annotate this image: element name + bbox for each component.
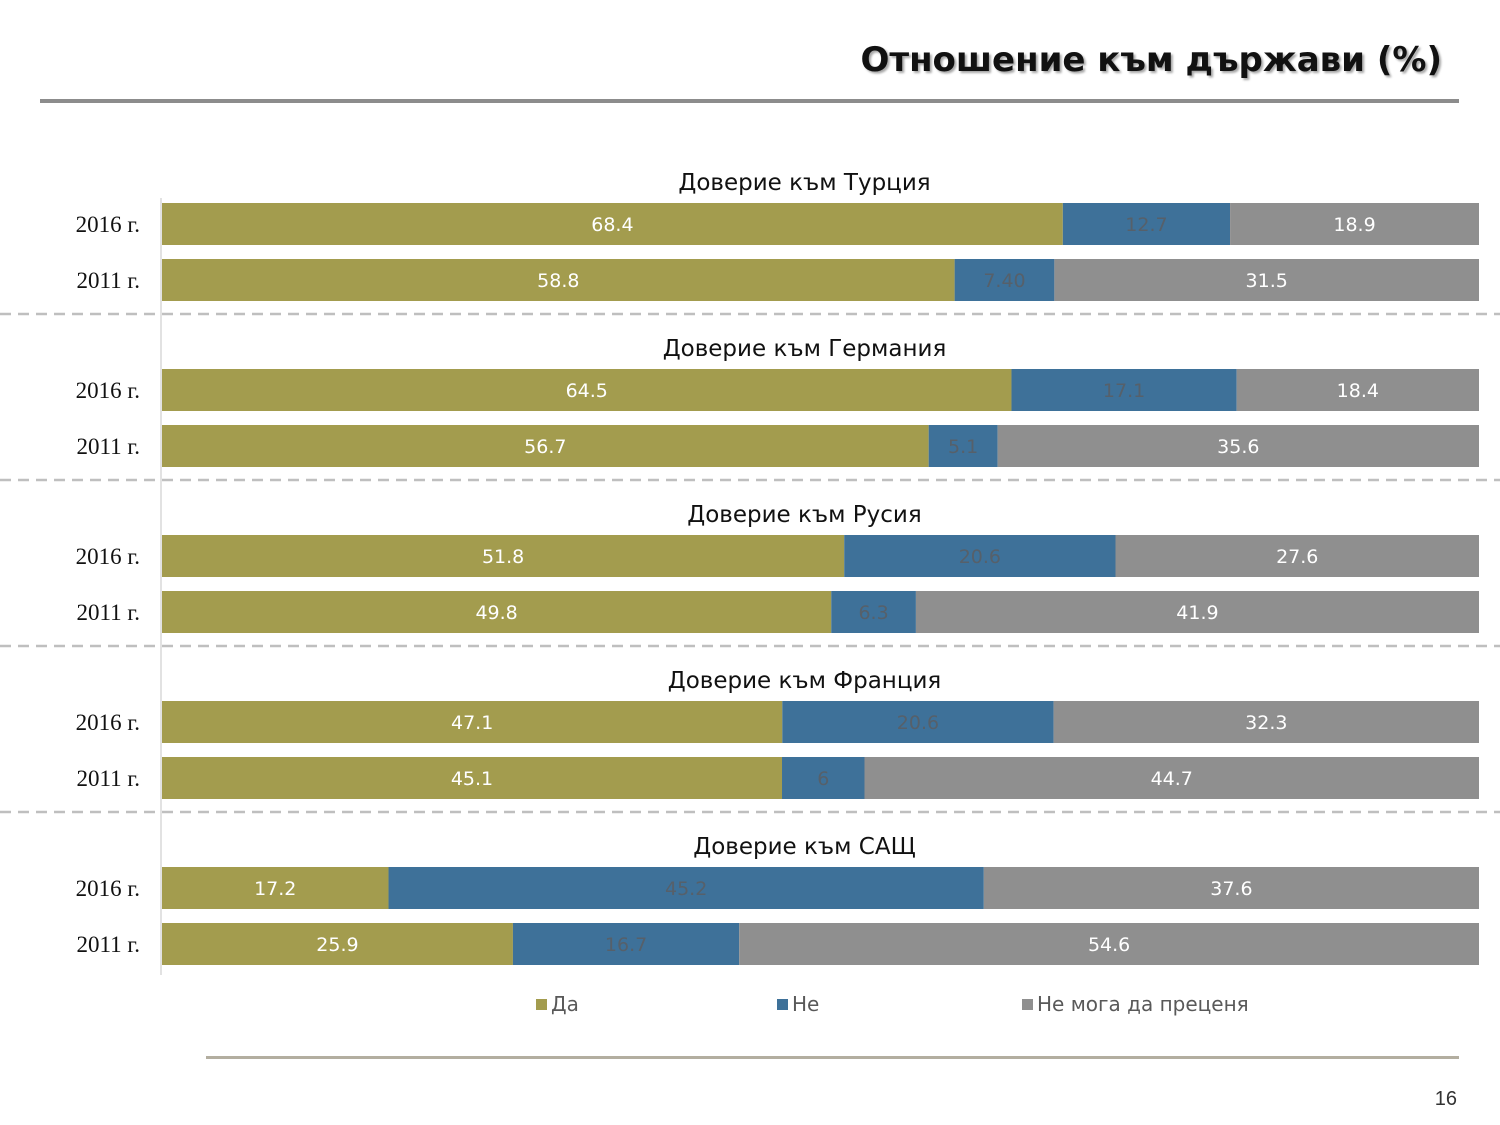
panel-title: Доверие към Турция [678,170,930,196]
data-label: 45.2 [665,878,707,900]
data-label: 54.6 [1088,934,1130,956]
legend-label-cannot: Не мога да преценя [1037,992,1249,1016]
category-label: 2016 г. [76,710,140,735]
category-label: 2016 г. [76,212,140,237]
stacked-bar-chart: Доверие към Турция 2016 г. 68.4 12.7 18.9 201… [0,170,1500,975]
bar-segment-no [1011,369,1237,411]
bar-segment-yes [162,757,783,799]
category-label: 2016 г. [76,544,140,569]
bar-segment-yes [162,369,1012,411]
category-label: 2011 г. [77,268,141,293]
legend-swatch-no [777,998,788,1010]
data-label: 64.5 [566,380,608,402]
data-label: 47.1 [451,712,493,734]
page-number: 16 [1434,1088,1457,1110]
bar-segment-yes [162,535,845,577]
data-label: 68.4 [591,214,633,236]
bar-segment-cannot [983,867,1479,909]
bar-segment-no [844,535,1116,577]
panel-title: Доверие към САЩ [693,834,916,860]
panel-title: Доверие към Русия [687,502,921,528]
bar-segment-cannot [1054,259,1479,301]
bar-segment-yes [162,425,929,467]
data-label: 58.8 [537,270,579,292]
category-label: 2016 г. [76,378,140,403]
data-label: 18.4 [1337,380,1379,402]
category-label: 2011 г. [77,932,141,957]
page-title: Отношение към държави (%) [860,40,1442,80]
footer-rule [206,1056,1459,1059]
data-label: 20.6 [959,546,1001,568]
data-label: 6 [817,768,829,790]
bar-segment-no [954,259,1055,301]
bar-segment-yes [162,203,1063,245]
legend-item-no: Не [777,992,819,1016]
data-label: 6.3 [858,602,888,624]
data-label: 49.8 [475,602,517,624]
bar-segment-cannot [1053,701,1479,743]
bar-segment-yes [162,867,389,909]
data-label: 5.1 [948,436,978,458]
bar-segment-cannot [739,923,1479,965]
data-label: 20.6 [897,712,939,734]
legend-swatch-cannot [1022,998,1033,1010]
data-label: 44.7 [1151,768,1193,790]
category-label: 2011 г. [77,434,141,459]
bar-segment-yes [162,259,955,301]
legend-label-no: Не [792,992,820,1016]
bar-segment-cannot [1230,203,1479,245]
data-label: 35.6 [1217,436,1259,458]
data-label: 51.8 [482,546,524,568]
bar-segment-cannot [864,757,1479,799]
bar-segment-cannot [1236,369,1479,411]
bar-segment-yes [162,923,513,965]
category-label: 2011 г. [77,600,141,625]
data-label: 16.7 [605,934,647,956]
legend-label-yes: Да [551,992,579,1016]
bar-segment-no [1062,203,1231,245]
data-label: 37.6 [1210,878,1252,900]
bar-segment-cannot [1115,535,1479,577]
chart-legend: Да Не Не мога да преценя [0,992,1500,1022]
panel-title: Доверие към Германия [663,336,947,362]
data-label: 17.1 [1103,380,1145,402]
data-label: 32.3 [1245,712,1287,734]
category-label: 2011 г. [77,766,141,791]
bar-segment-cannot [997,425,1479,467]
bar-segment-no [782,757,865,799]
title-underline [40,99,1459,103]
data-label: 12.7 [1125,214,1167,236]
data-label: 7.40 [983,270,1025,292]
legend-swatch-yes [536,998,547,1010]
bar-segment-no [512,923,740,965]
data-label: 31.5 [1246,270,1288,292]
bar-segment-no [928,425,998,467]
data-label: 56.7 [524,436,566,458]
bar-segment-yes [162,701,783,743]
panel-title: Доверие към Франция [668,668,942,694]
bar-segment-yes [162,591,832,633]
bar-segment-no [388,867,984,909]
data-label: 27.6 [1276,546,1318,568]
data-label: 18.9 [1333,214,1375,236]
bar-segment-cannot [915,591,1479,633]
bar-segment-no [831,591,916,633]
data-label: 41.9 [1176,602,1218,624]
legend-item-cannot: Не мога да преценя [1022,992,1249,1016]
data-label: 25.9 [316,934,358,956]
data-label: 17.2 [254,878,296,900]
data-label: 45.1 [451,768,493,790]
legend-item-yes: Да [536,992,579,1016]
bar-segment-no [782,701,1054,743]
category-label: 2016 г. [76,876,140,901]
